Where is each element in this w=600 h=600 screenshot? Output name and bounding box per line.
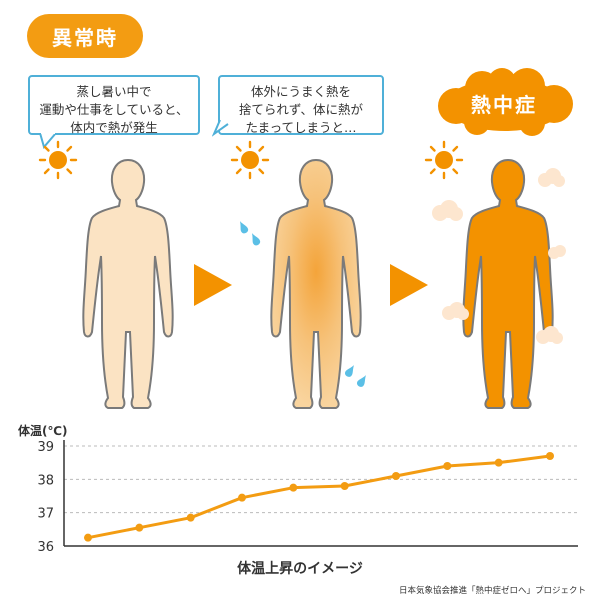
bubble-1-line-1: 蒸し暑い中で [76,84,152,99]
data-point [238,493,246,502]
data-point [494,458,503,467]
speech-bubble-1: 蒸し暑い中で 運動や仕事をしていると、 体内で熱が発生 [28,75,200,135]
sweat-drop-icon [345,365,366,387]
sweat-drop-icon [240,221,261,246]
temperature-line-chart: 36 37 38 39 [37,440,578,555]
data-point [546,452,554,460]
y-tick-label: 36 [37,540,54,555]
sun-icon [230,140,270,180]
arrow-right-icon [390,264,428,306]
data-point [84,533,92,542]
steam-cloud-icon [536,326,563,344]
sun-icon [424,140,464,180]
series-line [87,454,551,540]
arrow-right-icon [194,264,232,306]
human-figure-icon [82,159,174,409]
bubble-2-line-3: たまってしまうと… [245,120,357,135]
speech-bubble-2: 体外にうまく熱を 捨てられず、体に熱が たまってしまうと… [218,75,384,135]
y-tick-label: 37 [37,507,54,522]
chart-y-axis-label: 体温(℃) [18,424,68,438]
data-point [186,513,195,522]
data-point [443,462,452,470]
heatstroke-cloud-icon [438,68,573,136]
y-tick-label: 38 [37,473,54,488]
bubble-1-line-3: 体内で熱が発生 [70,120,158,135]
steam-cloud-icon [442,302,469,320]
status-badge: 異常時 [27,14,143,58]
bubble-2-tail [212,120,229,137]
steam-cloud-icon [432,200,463,221]
bubble-1-line-2: 運動や仕事をしていると、 [39,102,189,117]
data-point [289,483,298,492]
data-point [135,523,144,532]
bubble-2-line-1: 体外にうまく熱を [250,84,351,99]
steam-cloud-icon [538,168,565,187]
bubble-2-line-2: 捨てられず、体に熱が [238,102,364,117]
data-point [392,472,400,480]
data-point [340,482,349,490]
sun-icon [38,140,78,180]
y-tick-label: 39 [37,440,54,455]
heatstroke-label: 熱中症 [471,92,537,117]
credit-footer: 日本気象協会推進「熱中症ゼロへ」プロジェクト [398,586,586,596]
chart-caption: 体温上昇のイメージ [237,561,363,577]
steam-cloud-icon [548,245,566,259]
